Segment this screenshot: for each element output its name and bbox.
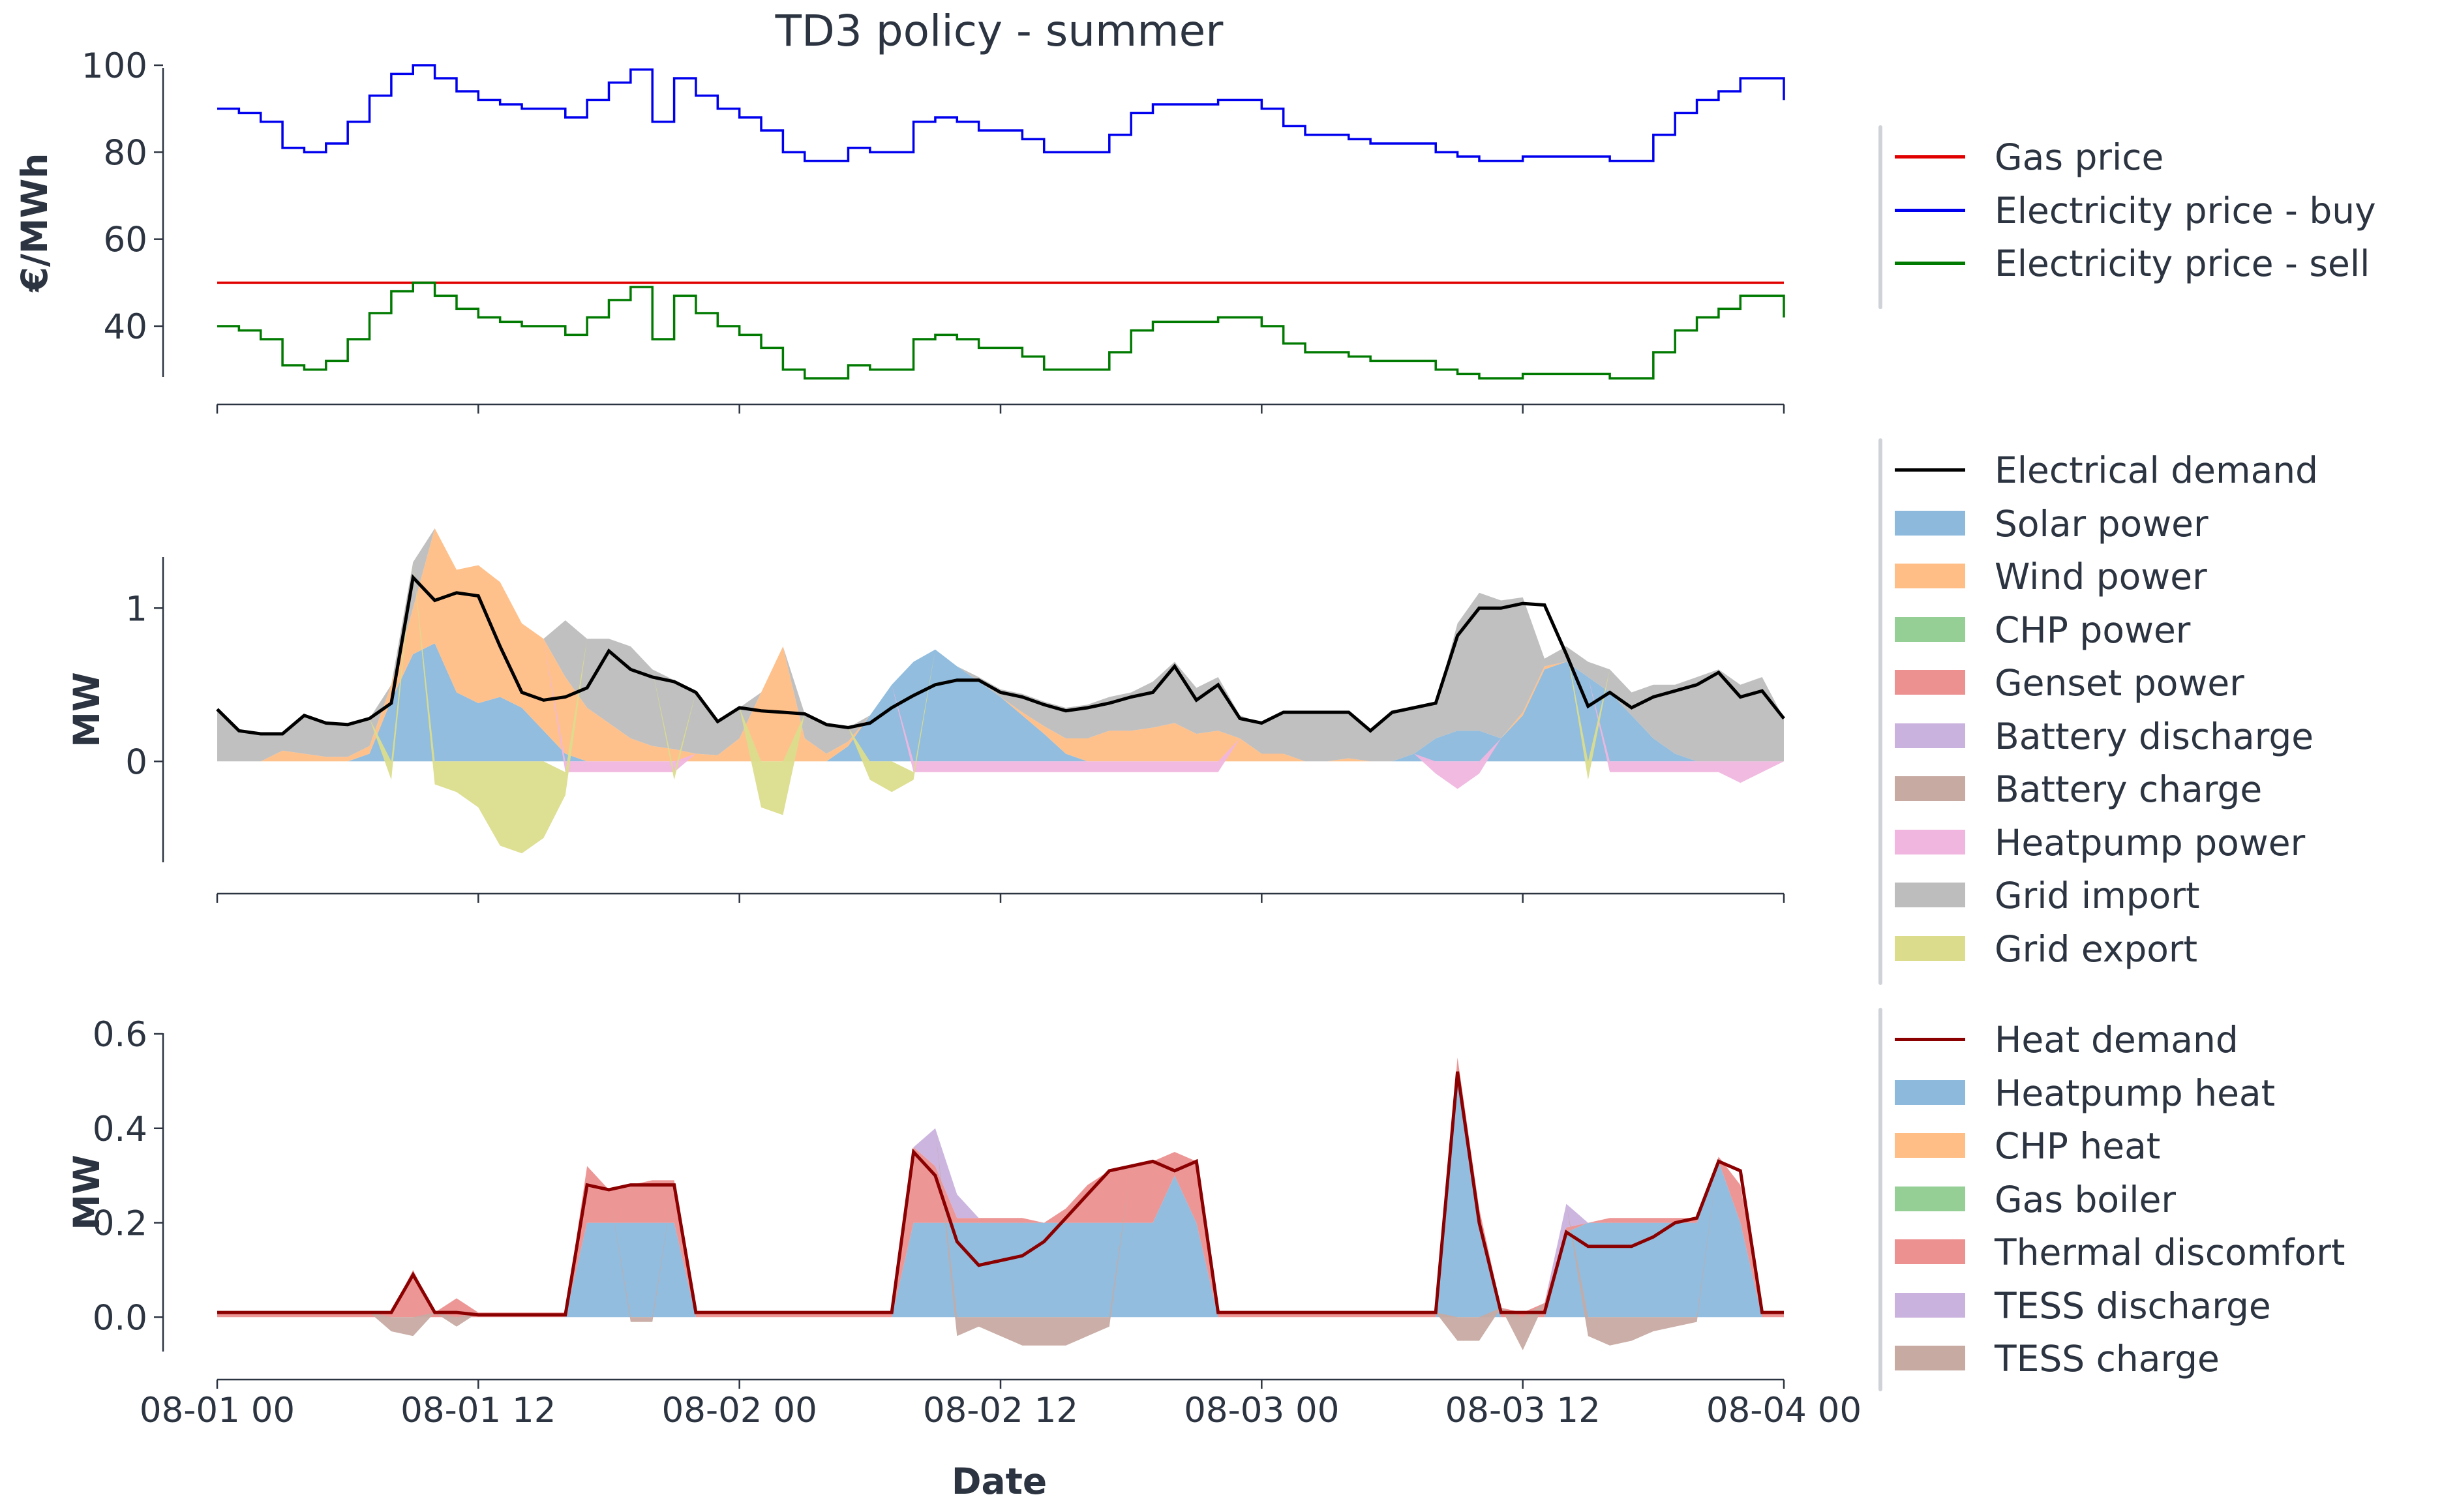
legend-swatch [1895,564,1965,588]
y-tick-label: 0 [125,742,147,782]
legend-label: Electrical demand [1995,449,2319,491]
legend-swatch [1895,935,1965,961]
legend-label: Grid import [1995,875,2200,916]
legend-label: CHP power [1995,609,2191,651]
heat-legend: Heat demand Heatpump heat CHP heat Gas boil… [1878,1008,2345,1391]
legend-swatch [1895,829,1965,854]
legend-label: Solar power [1995,502,2208,545]
figure-title: TD3 policy - summer [775,6,1224,56]
line-electrical-demand [216,573,1785,736]
legend-label: Wind power [1995,556,2207,597]
legend-label: CHP heat [1995,1125,2161,1167]
area-tess-charge [217,1128,1784,1350]
y-tick-label: 0.2 [93,1204,147,1244]
x-tick-label: 08-03 00 [1184,1391,1339,1430]
legend-label: Thermal discomfort [1995,1232,2345,1273]
area-heatpump-power [217,528,1784,789]
x-tick-label: 08-01 12 [400,1391,556,1430]
y-tick-label: 40 [104,307,147,347]
y-tick-label: 1 [125,589,147,629]
y-tick-label: 100 [82,46,147,86]
legend-label: Gas boiler [1995,1178,2177,1220]
y-axis-label: MW [66,1155,108,1230]
legend-label: Heatpump power [1995,821,2306,864]
legend-label: Heat demand [1995,1019,2238,1061]
legend-swatch [1895,208,1965,212]
legend-label: Battery charge [1995,768,2263,810]
heat-panel: 0.0 0.2 0.4 0.6 MW 08-01 00 08-01 12 08-02 00 08… [66,1015,1862,1430]
x-tick-label: 08-01 00 [140,1391,295,1430]
legend-swatch [1895,510,1965,536]
legend-swatch [1895,155,1965,159]
y-tick-label: 80 [104,133,147,173]
legend-label: Genset power [1995,662,2244,704]
legend-swatch [1895,1186,1965,1211]
x-tick-label: 08-03 12 [1445,1391,1601,1430]
legend-swatch [1895,1133,1965,1158]
legend-label: Electricity price - buy [1995,189,2376,232]
legend-swatch [1895,262,1965,265]
legend-label: TESS discharge [1995,1284,2271,1327]
legend-label: Grid export [1995,928,2198,970]
series-electricity-price-buy [217,64,1785,162]
x-tick-label: 08-04 00 [1706,1391,1862,1430]
legend-swatch [1895,776,1965,801]
legend-swatch [1895,1239,1965,1264]
legend-swatch [1895,883,1965,907]
legend-label: Gas price [1995,136,2164,178]
y-tick-label: 0.0 [93,1298,147,1338]
legend-label: TESS charge [1995,1338,2220,1380]
legend-swatch [1895,723,1965,748]
price-panel: 40 60 80 100 €/MWh [14,46,1785,414]
y-tick-label: 0.4 [93,1110,147,1149]
legend-swatch [1895,1292,1965,1318]
area-wind-power [217,528,1784,762]
legend-swatch [1895,670,1965,695]
area-solar-power [217,643,1784,762]
electrical-legend: Electrical demand Solar power Wind power CH… [1878,438,2318,985]
area-grid-import [217,528,1784,762]
legend-label: Heatpump heat [1995,1072,2276,1114]
x-axis-label: Date [952,1460,1047,1502]
electrical-panel: 0 1 MW [66,528,1785,903]
y-tick-label: 0.6 [93,1015,147,1055]
x-tick-label: 08-02 12 [923,1391,1078,1430]
line-heat-demand [217,1071,1784,1317]
series-electricity-price-sell [217,281,1785,380]
y-tick-label: 60 [104,220,147,260]
legend-swatch [1895,616,1965,642]
legend-swatch [1895,1080,1965,1105]
y-axis-label: €/MWh [14,153,55,294]
legend-label: Electricity price - sell [1995,243,2370,284]
area-heatpump-heat [217,1081,1784,1318]
price-legend: Gas price Electricity price - buy Electric… [1878,125,2376,309]
y-axis-label: MW [66,672,108,747]
legend-swatch [1895,1038,1965,1041]
legend-label: Battery discharge [1995,715,2314,757]
legend-swatch [1895,468,1965,472]
x-tick-label: 08-02 00 [662,1391,817,1430]
legend-swatch [1895,1346,1965,1370]
